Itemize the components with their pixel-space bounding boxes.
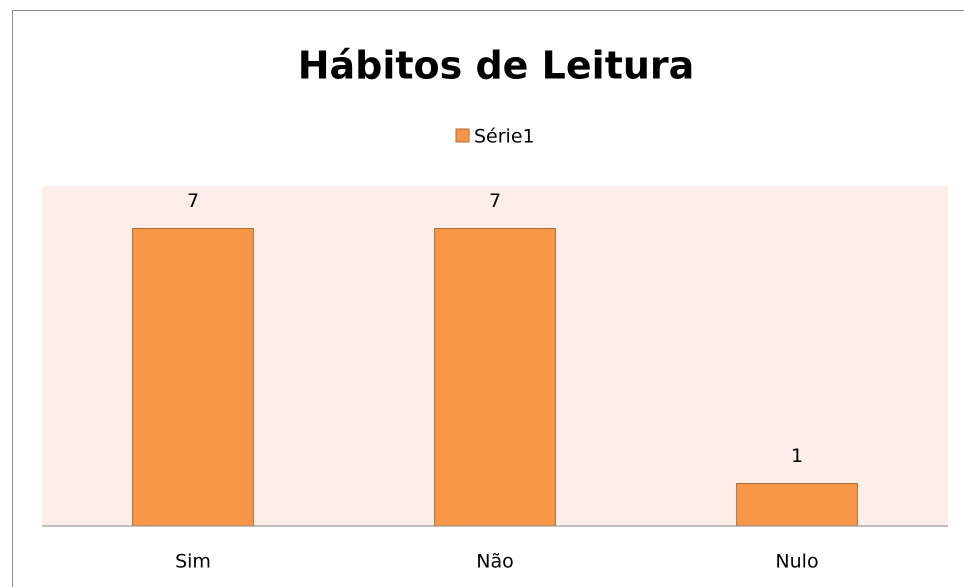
- data-label: 7: [187, 190, 199, 212]
- bar: [434, 228, 556, 527]
- x-tick-label: Sim: [175, 551, 211, 573]
- chart-title: Hábitos de Leitura: [298, 44, 695, 88]
- x-tick-label: Não: [476, 551, 513, 573]
- bar: [132, 228, 254, 527]
- data-label: 1: [791, 445, 803, 467]
- data-label: 7: [489, 190, 501, 212]
- legend-swatch: [455, 128, 470, 143]
- bar: [736, 483, 858, 527]
- legend-label: Série1: [474, 126, 535, 148]
- x-tick-label: Nulo: [775, 551, 818, 573]
